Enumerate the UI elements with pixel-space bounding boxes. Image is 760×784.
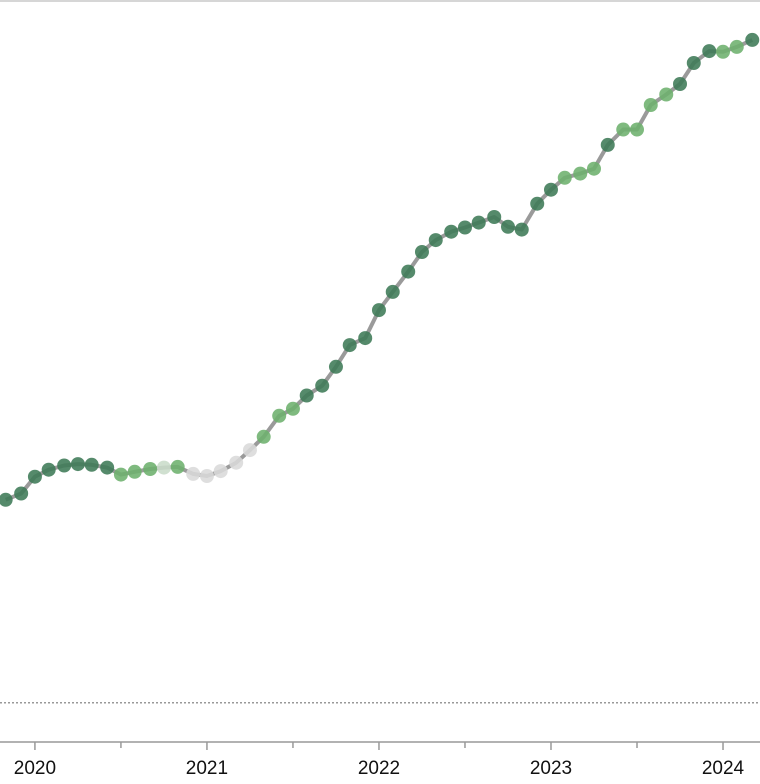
point <box>127 464 142 479</box>
point <box>385 284 400 299</box>
point <box>745 32 760 47</box>
point <box>673 77 688 91</box>
point <box>41 462 56 477</box>
point <box>500 219 515 234</box>
point <box>659 87 674 102</box>
point <box>600 137 615 152</box>
point <box>256 429 271 444</box>
point <box>315 378 330 393</box>
point <box>100 460 115 475</box>
point <box>213 464 228 479</box>
point <box>285 401 300 416</box>
point <box>199 469 214 483</box>
line <box>4 38 754 502</box>
point <box>557 170 572 185</box>
point <box>186 466 201 481</box>
point <box>328 359 343 374</box>
point <box>428 233 443 248</box>
point <box>229 455 244 470</box>
x-tick-label: 2023 <box>530 758 572 779</box>
point <box>14 486 29 501</box>
point <box>643 98 658 112</box>
point <box>414 245 429 259</box>
point <box>27 469 42 484</box>
point <box>70 457 85 472</box>
point <box>530 196 545 211</box>
point <box>586 161 601 176</box>
x-tick-label: 2020 <box>14 758 56 779</box>
point <box>729 39 744 54</box>
point <box>342 338 357 353</box>
point <box>444 224 459 239</box>
point <box>358 331 373 346</box>
point <box>471 215 486 230</box>
point <box>716 44 731 59</box>
point <box>616 122 631 137</box>
point <box>457 220 472 235</box>
point <box>84 457 99 472</box>
point <box>242 443 257 458</box>
point <box>143 462 158 476</box>
point <box>401 264 416 279</box>
point <box>543 182 558 197</box>
point <box>57 458 72 473</box>
point <box>514 222 529 237</box>
point <box>686 56 701 70</box>
point <box>630 122 645 137</box>
point <box>156 460 171 475</box>
point <box>299 388 314 403</box>
point <box>702 44 717 59</box>
point <box>170 459 185 474</box>
point <box>371 303 386 318</box>
point <box>113 467 128 482</box>
point <box>272 408 287 423</box>
x-tick-label: 2022 <box>358 758 400 779</box>
x-tick-label: 2024 <box>702 758 745 779</box>
point <box>487 210 502 224</box>
point <box>0 492 13 507</box>
x-tick-label: 2021 <box>186 758 228 779</box>
point <box>573 166 588 181</box>
